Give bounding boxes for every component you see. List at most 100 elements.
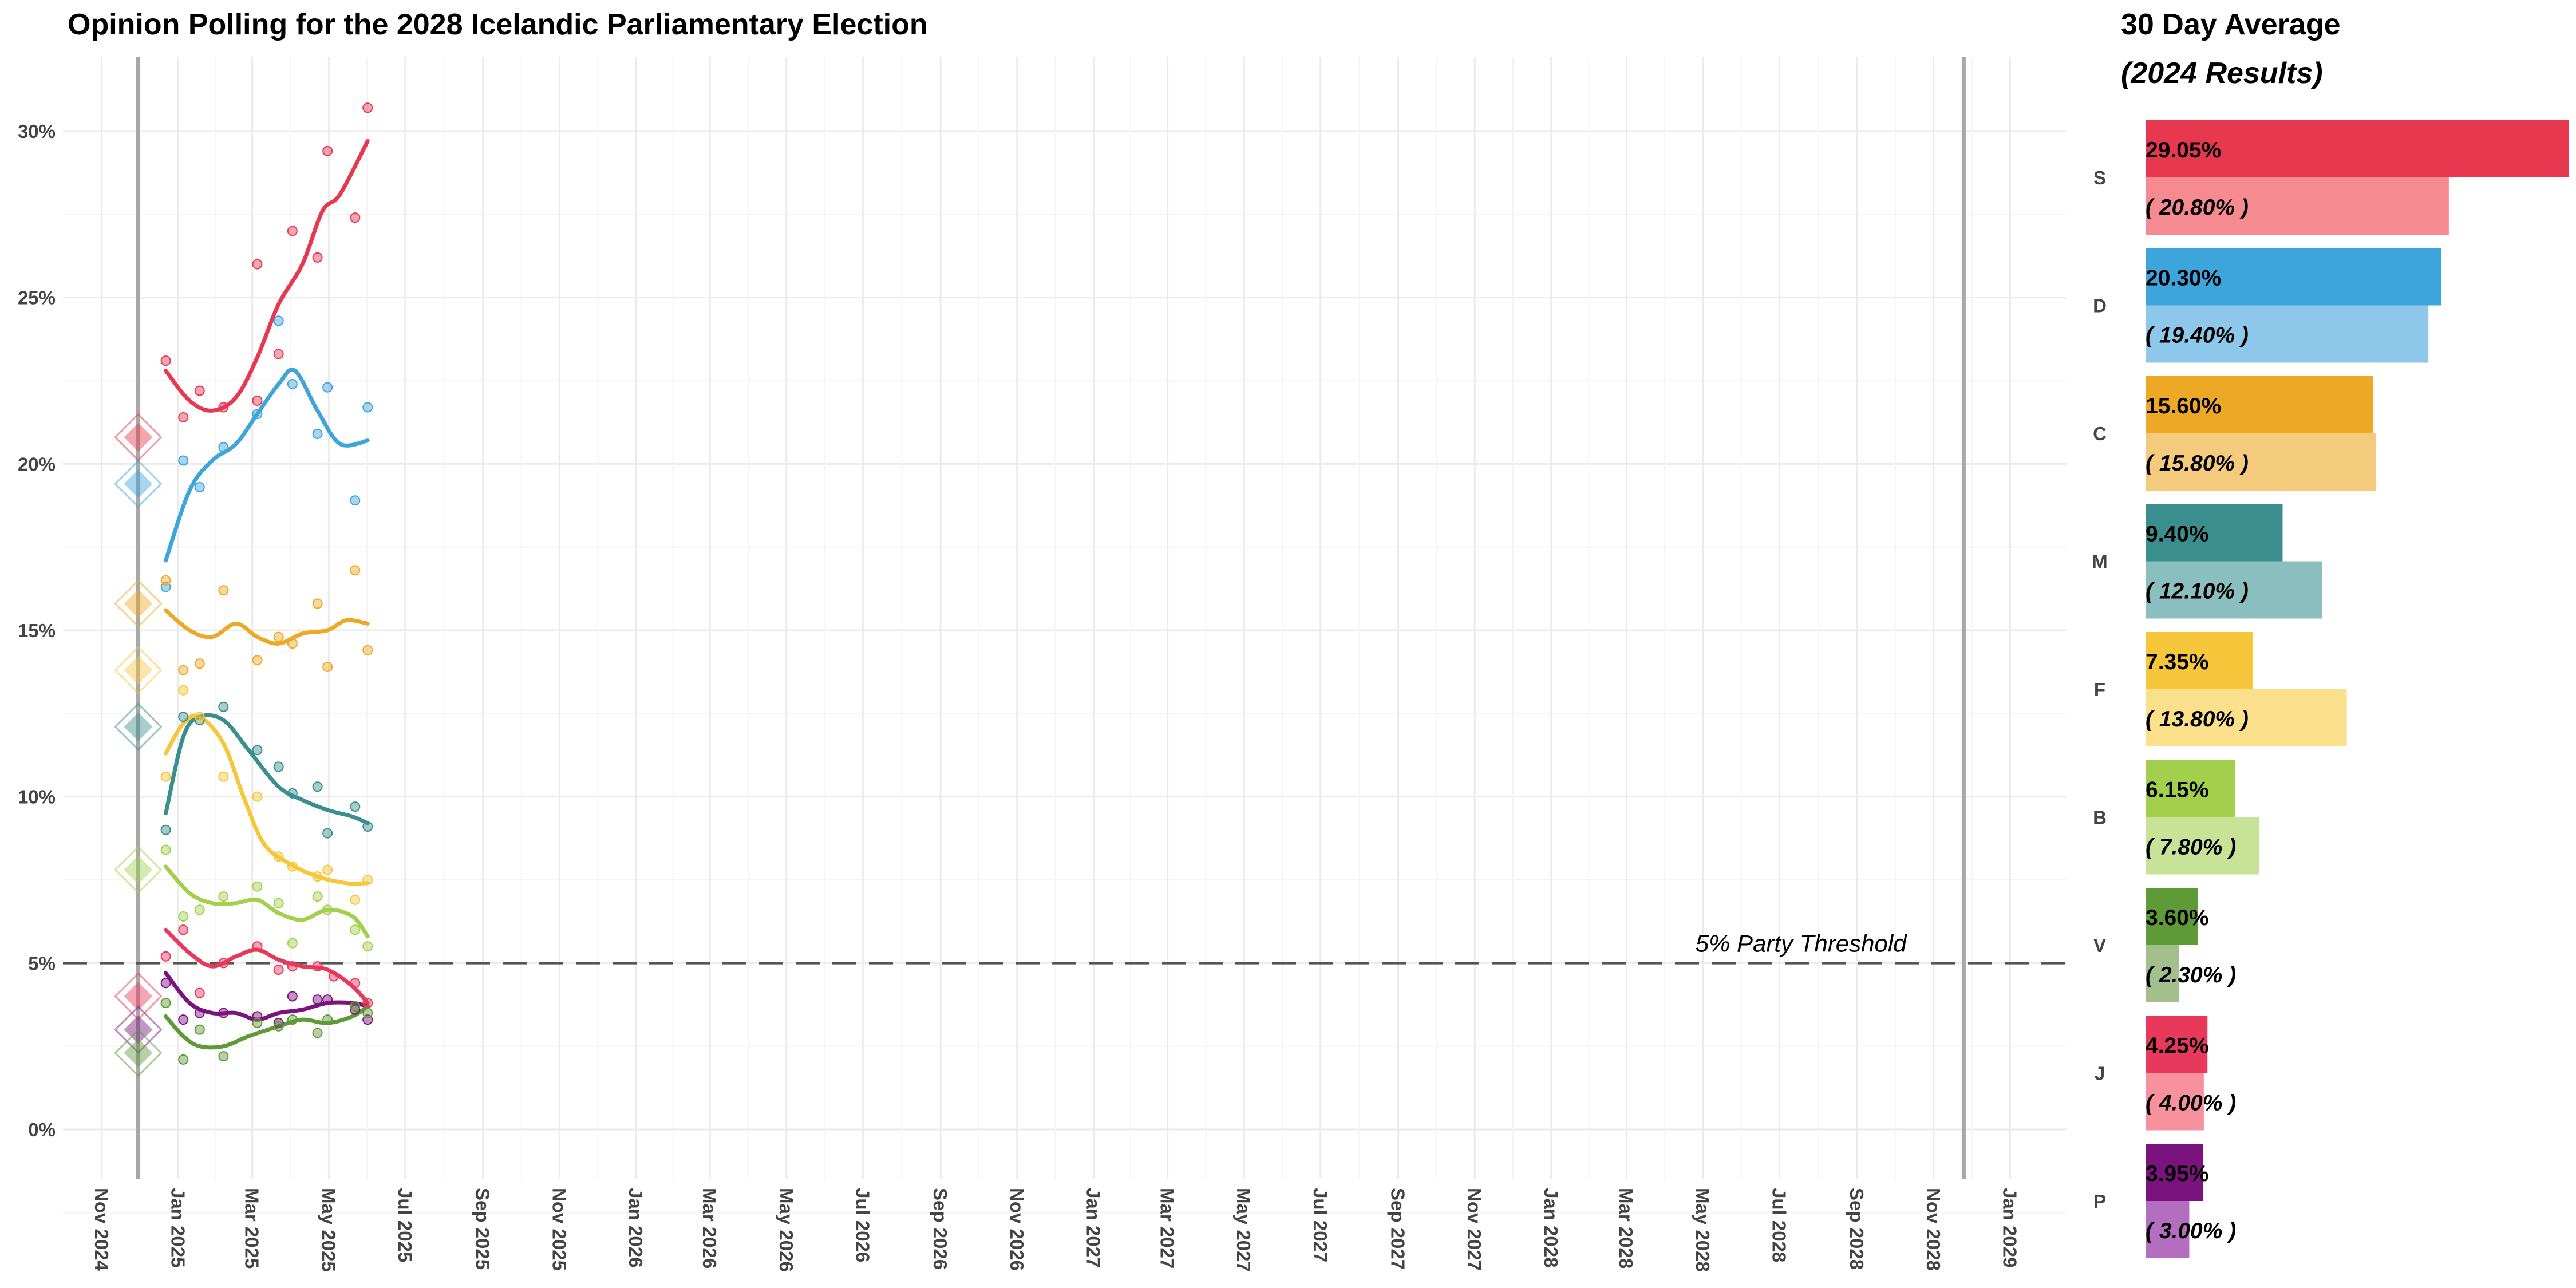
x-axis-ticks: Nov 2024 Jan 2025 Mar 2025 May 2025 Jul 2025… bbox=[91, 1188, 2021, 1272]
poll-points bbox=[160, 102, 373, 1065]
poll-point-S bbox=[194, 385, 205, 396]
bar-30day-S bbox=[2146, 120, 2569, 177]
party-label-B: B bbox=[2093, 807, 2107, 828]
bar-label-30day-F: 7.35% bbox=[2146, 650, 2209, 674]
x-tick-label: Mar 2028 bbox=[1615, 1188, 1637, 1269]
poll-point-B bbox=[350, 924, 361, 935]
poll-point-M bbox=[252, 745, 263, 756]
bar-label-30day-B: 6.15% bbox=[2146, 778, 2209, 803]
poll-point-J bbox=[362, 998, 373, 1009]
bar-label-2024-D: ( 19.40% ) bbox=[2146, 323, 2249, 348]
bar-30day-F bbox=[2146, 632, 2253, 689]
bar-label-30day-D: 20.30% bbox=[2146, 266, 2221, 291]
bar-label-30day-M: 9.40% bbox=[2146, 522, 2209, 547]
x-tick-label: Mar 2027 bbox=[1157, 1188, 1178, 1269]
poll-point-F bbox=[322, 864, 333, 875]
trend-lines bbox=[164, 139, 370, 1050]
poll-point-P bbox=[273, 1017, 284, 1028]
x-tick-label: Sep 2028 bbox=[1846, 1188, 1867, 1270]
poll-point-P bbox=[194, 1008, 205, 1018]
bar-30day-B bbox=[2146, 760, 2235, 817]
poll-point-D bbox=[218, 442, 229, 453]
poll-point-P bbox=[322, 994, 333, 1005]
x-tick-label: Mar 2026 bbox=[699, 1188, 720, 1269]
poll-point-B bbox=[312, 891, 323, 902]
poll-point-M bbox=[160, 824, 171, 835]
poll-point-B bbox=[218, 891, 229, 902]
poll-point-F bbox=[178, 685, 189, 696]
bar-label-30day-J: 4.25% bbox=[2146, 1034, 2209, 1058]
poll-point-M bbox=[362, 821, 373, 832]
poll-point-S bbox=[252, 259, 263, 270]
poll-point-F bbox=[362, 875, 373, 885]
result-marker-F bbox=[124, 655, 153, 685]
party-label-C: C bbox=[2093, 423, 2107, 444]
chart-title: Opinion Polling for the 2028 Icelandic P… bbox=[68, 8, 928, 41]
y-tick-label: 0% bbox=[28, 1119, 56, 1140]
poll-point-V bbox=[322, 1014, 333, 1025]
y-axis-ticks: 0% 5% 10% 15% 20% 25% 30% bbox=[18, 121, 56, 1140]
poll-point-J bbox=[273, 964, 284, 975]
poll-point-V bbox=[287, 1014, 298, 1025]
poll-point-D bbox=[322, 382, 333, 393]
poll-point-V bbox=[362, 1008, 373, 1018]
poll-point-S bbox=[322, 145, 333, 156]
poll-point-M bbox=[322, 828, 333, 839]
party-label-P: P bbox=[2093, 1191, 2106, 1212]
poll-point-S bbox=[178, 412, 189, 422]
party-label-V: V bbox=[2093, 935, 2106, 956]
poll-point-M bbox=[273, 761, 284, 772]
x-tick-label: Nov 2024 bbox=[91, 1188, 112, 1271]
x-tick-label: Sep 2026 bbox=[930, 1188, 951, 1270]
bar-2024-F bbox=[2146, 689, 2347, 746]
poll-point-V bbox=[160, 998, 171, 1009]
poll-point-F bbox=[287, 861, 298, 872]
poll-point-C bbox=[287, 638, 298, 649]
trend-line-D bbox=[164, 368, 370, 563]
poll-point-M bbox=[194, 714, 205, 725]
poll-point-J bbox=[329, 971, 339, 982]
poll-point-S bbox=[350, 212, 361, 223]
trend-line-B bbox=[164, 864, 370, 939]
poll-point-C bbox=[322, 661, 333, 672]
x-tick-label: Sep 2027 bbox=[1388, 1188, 1409, 1270]
bar-label-30day-P: 3.95% bbox=[2146, 1161, 2209, 1186]
poll-point-P bbox=[350, 1004, 361, 1015]
bar-2024-B bbox=[2146, 817, 2259, 875]
x-tick-label: May 2026 bbox=[776, 1188, 797, 1272]
poll-point-M bbox=[312, 781, 323, 792]
poll-point-C bbox=[218, 585, 229, 596]
poll-point-J bbox=[178, 924, 189, 935]
result-marker-outline-M bbox=[114, 702, 163, 751]
poll-point-B bbox=[287, 938, 298, 949]
x-tick-label: Nov 2025 bbox=[548, 1188, 570, 1271]
trend-line-J bbox=[164, 927, 370, 1005]
bar-30day-D bbox=[2146, 248, 2442, 306]
result-marker-D bbox=[124, 469, 153, 499]
x-tick-label: Nov 2027 bbox=[1464, 1188, 1485, 1271]
party-label-J: J bbox=[2095, 1063, 2105, 1084]
trend-line-V bbox=[164, 1004, 370, 1050]
poll-point-M bbox=[178, 712, 189, 722]
x-tick-label: Jan 2027 bbox=[1082, 1188, 1104, 1267]
poll-point-D bbox=[252, 409, 263, 420]
bar-label-2024-B: ( 7.80% ) bbox=[2146, 835, 2236, 860]
x-tick-label: Jan 2026 bbox=[625, 1188, 646, 1267]
poll-point-F bbox=[160, 771, 171, 782]
result-marker-outline-F bbox=[114, 646, 163, 694]
poll-point-B bbox=[322, 904, 333, 915]
poll-point-V bbox=[218, 1051, 229, 1062]
trend-line-F bbox=[164, 713, 370, 886]
poll-point-S bbox=[218, 402, 229, 413]
poll-point-F bbox=[252, 791, 263, 802]
bar-2024-P bbox=[2146, 1201, 2190, 1258]
bar-30day-C bbox=[2146, 376, 2373, 433]
x-tick-label: Jul 2027 bbox=[1310, 1188, 1331, 1262]
x-tick-label: Jul 2028 bbox=[1768, 1188, 1789, 1262]
poll-point-P bbox=[178, 1014, 189, 1025]
bar-2024-S bbox=[2146, 177, 2449, 235]
party-label-D: D bbox=[2093, 295, 2107, 317]
x-tick-label: Jan 2029 bbox=[1999, 1188, 2020, 1267]
poll-point-F bbox=[218, 771, 229, 782]
